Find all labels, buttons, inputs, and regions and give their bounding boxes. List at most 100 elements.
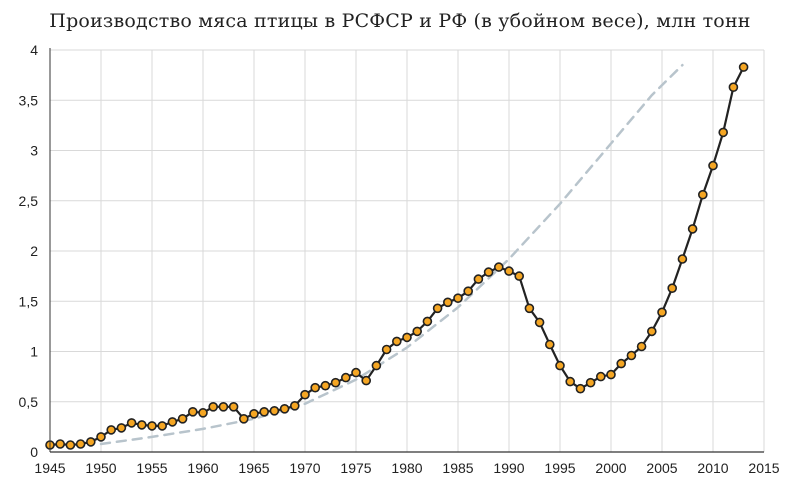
data-point bbox=[126, 418, 137, 428]
y-tick-label: 0 bbox=[30, 444, 38, 460]
data-point bbox=[381, 344, 392, 355]
data-point bbox=[442, 297, 453, 308]
data-point bbox=[595, 371, 606, 382]
data-point bbox=[300, 389, 310, 400]
data-point bbox=[340, 372, 351, 383]
data-point bbox=[208, 401, 218, 412]
data-point bbox=[483, 267, 494, 277]
data-point bbox=[718, 127, 729, 138]
data-point bbox=[422, 316, 433, 327]
x-tick-label: 1970 bbox=[289, 460, 320, 476]
trend-line bbox=[99, 63, 684, 446]
data-point bbox=[585, 377, 596, 388]
data-point bbox=[412, 326, 423, 337]
y-tick-label: 2 bbox=[30, 243, 38, 259]
data-point bbox=[371, 360, 382, 371]
x-tick-label: 1980 bbox=[391, 460, 422, 476]
data-point bbox=[728, 82, 739, 92]
x-tick-label: 1990 bbox=[493, 460, 524, 476]
data-point bbox=[667, 283, 678, 294]
data-point bbox=[606, 369, 616, 380]
data-point bbox=[616, 358, 627, 369]
data-point bbox=[65, 440, 76, 450]
data-point bbox=[636, 341, 647, 352]
data-point bbox=[96, 432, 106, 442]
data-point bbox=[351, 367, 361, 378]
data-point bbox=[55, 439, 66, 449]
data-point bbox=[514, 271, 525, 281]
data-point bbox=[147, 421, 157, 431]
data-point bbox=[330, 377, 341, 388]
y-tick-label: 0,5 bbox=[19, 394, 39, 410]
data-point bbox=[391, 336, 402, 347]
series-layer bbox=[45, 62, 749, 450]
data-point bbox=[249, 408, 259, 419]
series-line bbox=[49, 66, 745, 447]
data-point bbox=[218, 401, 229, 412]
data-point bbox=[565, 376, 576, 387]
y-tick-label: 3 bbox=[30, 143, 38, 159]
data-point bbox=[279, 403, 290, 414]
data-point bbox=[646, 326, 657, 337]
x-tick-label: 2010 bbox=[697, 460, 728, 476]
data-point bbox=[544, 339, 555, 350]
data-point bbox=[75, 439, 86, 449]
x-tick-label: 2015 bbox=[748, 460, 779, 476]
data-point bbox=[453, 293, 463, 304]
data-point bbox=[289, 400, 300, 411]
data-point bbox=[239, 413, 249, 424]
data-point bbox=[269, 405, 280, 416]
x-tick-label: 2000 bbox=[595, 460, 626, 476]
y-tick-label: 3,5 bbox=[19, 92, 39, 108]
x-tick-label: 1950 bbox=[85, 460, 116, 476]
data-point bbox=[157, 421, 167, 431]
data-point bbox=[259, 406, 270, 417]
x-tick-label: 1965 bbox=[238, 460, 269, 476]
x-tick-label: 1960 bbox=[187, 460, 218, 476]
data-point bbox=[657, 307, 667, 318]
data-point bbox=[361, 375, 372, 386]
x-tick-label: 1955 bbox=[136, 460, 167, 476]
data-point bbox=[738, 62, 749, 72]
data-point bbox=[320, 380, 331, 391]
data-point bbox=[555, 360, 565, 371]
data-point bbox=[534, 317, 545, 328]
data-point bbox=[228, 401, 239, 412]
x-tick-label: 1945 bbox=[34, 460, 65, 476]
grid-layer bbox=[50, 49, 765, 452]
x-tick-label: 2005 bbox=[646, 460, 677, 476]
data-point bbox=[198, 407, 208, 418]
data-point bbox=[677, 254, 688, 264]
data-point bbox=[504, 266, 514, 276]
data-point bbox=[188, 406, 198, 417]
data-point bbox=[167, 417, 178, 427]
data-point bbox=[106, 425, 116, 435]
data-point bbox=[708, 160, 718, 171]
data-point bbox=[463, 286, 474, 297]
data-point bbox=[137, 420, 147, 430]
trend-layer bbox=[99, 63, 684, 446]
y-tick-label: 1,5 bbox=[19, 293, 39, 309]
data-point bbox=[310, 382, 321, 393]
data-point bbox=[493, 262, 504, 272]
data-point bbox=[177, 413, 188, 424]
data-point bbox=[116, 423, 127, 433]
chart-title: Производство мяса птицы в РСФСР и РФ (в … bbox=[49, 10, 751, 32]
y-tick-label: 2,5 bbox=[19, 193, 39, 209]
data-point bbox=[473, 274, 484, 284]
y-tick-label: 1 bbox=[30, 344, 38, 360]
data-point bbox=[402, 332, 412, 343]
axis-layer: 0 0,5 1 1,5 2 2,5 3 3,5 4 1945 1950 1955 1960 1965 197… bbox=[19, 42, 780, 476]
x-tick-label: 1975 bbox=[340, 460, 371, 476]
data-point bbox=[86, 437, 96, 447]
data-point bbox=[626, 350, 637, 361]
data-point bbox=[697, 189, 708, 200]
data-point bbox=[432, 303, 443, 314]
data-point bbox=[575, 383, 586, 394]
x-tick-label: 1985 bbox=[442, 460, 473, 476]
data-point bbox=[687, 224, 698, 234]
y-tick-label: 4 bbox=[30, 42, 38, 58]
x-tick-label: 1995 bbox=[544, 460, 575, 476]
data-point bbox=[524, 303, 535, 314]
